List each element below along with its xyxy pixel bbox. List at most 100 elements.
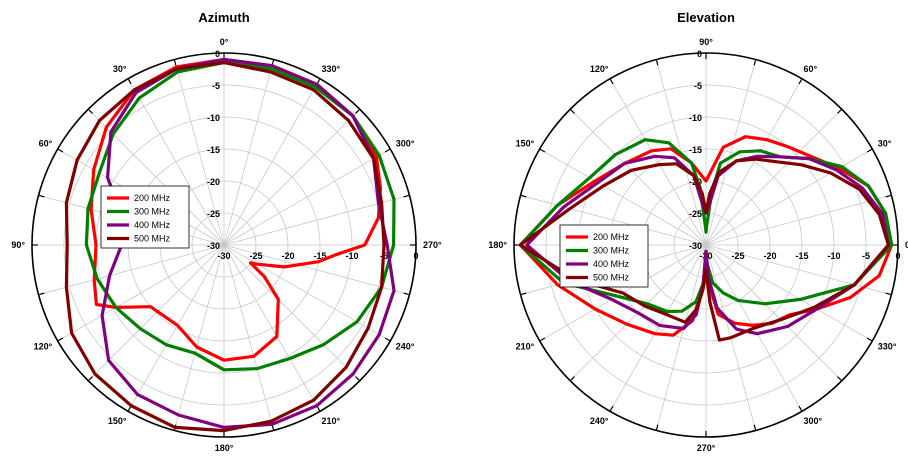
legend-entry: 200 MHz <box>134 193 171 203</box>
angle-label: 150° <box>108 416 127 426</box>
radial-tick-label: 0 <box>413 251 418 261</box>
grid-spoke <box>705 194 892 246</box>
angle-label: 180° <box>488 240 507 250</box>
angle-tick <box>837 376 843 382</box>
series-trace <box>518 135 894 337</box>
grid-spoke <box>223 59 275 246</box>
angle-tick <box>384 337 391 342</box>
radial-tick-label: -5 <box>212 81 220 91</box>
angle-label: 150° <box>516 139 535 149</box>
angle-label: 300° <box>396 139 415 149</box>
grid-spoke <box>520 194 707 246</box>
grid-spoke <box>57 244 225 342</box>
radial-tick-label: 0 <box>215 49 220 59</box>
angle-tick <box>885 194 892 198</box>
grid-spoke <box>223 244 391 342</box>
radial-tick-label: -15 <box>207 145 220 155</box>
legend-entry: 400 MHz <box>134 220 171 230</box>
angle-label: 330° <box>322 64 341 74</box>
grid-spoke <box>705 244 843 382</box>
angle-tick <box>384 148 391 153</box>
series-trace <box>64 61 386 433</box>
angle-label: 60° <box>804 64 818 74</box>
azimuth-chart: Azimuth 0° 30° 60° 90° 120° 150° 180° 210° 240° 2… <box>11 10 442 453</box>
angle-tick <box>655 59 659 66</box>
angle-tick <box>885 292 892 296</box>
legend: 200 MHz 300 MHz 400 MHz 500 MHz <box>100 185 190 249</box>
radial-tick-label: -10 <box>827 251 840 261</box>
grid-spoke <box>223 244 361 382</box>
angle-tick <box>609 405 614 412</box>
angle-tick <box>609 78 614 85</box>
legend-entry: 300 MHz <box>593 246 630 256</box>
angle-tick <box>403 194 410 198</box>
angle-tick <box>57 148 64 153</box>
legend: 200 MHz 300 MHz 400 MHz 500 MHz <box>559 224 649 288</box>
angle-tick <box>569 376 575 382</box>
angle-tick <box>798 405 803 412</box>
grid-spoke <box>38 244 225 296</box>
grid-spoke <box>173 244 225 431</box>
grid-spoke <box>705 244 873 342</box>
angle-label: 60° <box>39 139 53 149</box>
angle-tick <box>866 148 873 153</box>
radial-tick-label: -15 <box>795 251 808 261</box>
angle-tick <box>355 108 361 114</box>
grid-spoke <box>173 59 225 246</box>
radial-tick-label: -10 <box>207 113 220 123</box>
radial-tick-label: -30 <box>217 251 230 261</box>
angle-label: 90° <box>11 240 25 250</box>
radial-tick-label: -30 <box>689 241 702 251</box>
grid-spoke <box>223 78 321 246</box>
angle-tick <box>520 292 527 296</box>
legend-entry: 500 MHz <box>593 273 630 283</box>
azimuth-title: Azimuth <box>198 10 249 25</box>
angle-label: 180° <box>215 443 234 453</box>
grid-spoke <box>127 244 225 412</box>
angle-tick <box>355 376 361 382</box>
series-trace <box>518 138 894 314</box>
angle-tick <box>127 78 132 85</box>
angle-tick <box>539 148 546 153</box>
radial-tick-label: -25 <box>731 251 744 261</box>
angle-label: 300° <box>804 416 823 426</box>
angle-tick <box>655 424 659 431</box>
radial-tick-label: -5 <box>862 251 870 261</box>
series-trace <box>525 154 890 336</box>
grid-spoke <box>539 148 707 246</box>
angle-tick <box>539 337 546 342</box>
angle-label: 90° <box>699 37 713 47</box>
series-trace <box>84 61 396 372</box>
legend-entry: 300 MHz <box>134 207 171 217</box>
angle-label: 30° <box>113 64 127 74</box>
grid-spoke <box>705 59 757 246</box>
angle-tick <box>38 292 45 296</box>
angle-tick <box>403 292 410 296</box>
grid-spoke <box>87 244 225 382</box>
angle-label: 30° <box>878 139 892 149</box>
radial-tick-label: 0 <box>697 49 702 59</box>
radial-tick-label: -25 <box>689 209 702 219</box>
angle-tick <box>38 194 45 198</box>
angle-label: 330° <box>878 342 897 352</box>
angle-label: 270° <box>697 443 716 453</box>
radial-tick-label: -20 <box>763 251 776 261</box>
grid-spoke <box>127 78 225 246</box>
angle-tick <box>173 59 177 66</box>
grid-spoke <box>705 244 892 296</box>
radial-tick-label: 0 <box>895 251 900 261</box>
grid-spoke <box>705 148 873 246</box>
angle-tick <box>520 194 527 198</box>
angle-tick <box>87 108 93 114</box>
angle-label: 0° <box>905 240 908 250</box>
angle-tick <box>87 376 93 382</box>
grid-spoke <box>569 108 707 246</box>
angle-tick <box>837 108 843 114</box>
grid-spoke <box>223 148 391 246</box>
grid-spoke <box>609 78 707 246</box>
grid-spoke <box>223 244 275 431</box>
radial-tick-label: -10 <box>689 113 702 123</box>
angle-tick <box>569 108 575 114</box>
angle-label: 270° <box>423 240 442 250</box>
